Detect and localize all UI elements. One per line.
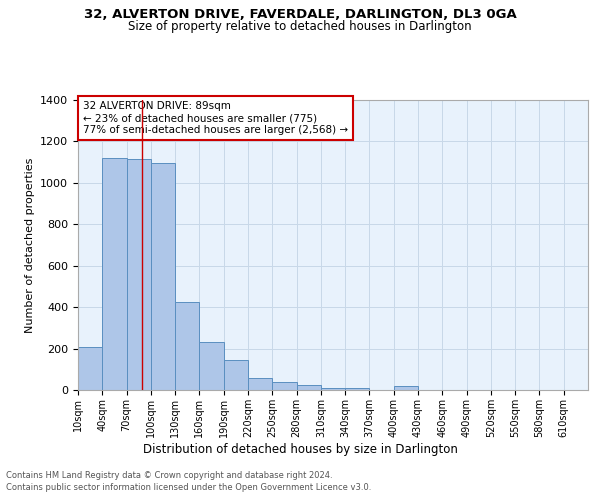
Text: 32, ALVERTON DRIVE, FAVERDALE, DARLINGTON, DL3 0GA: 32, ALVERTON DRIVE, FAVERDALE, DARLINGTO… (83, 8, 517, 20)
Text: Size of property relative to detached houses in Darlington: Size of property relative to detached ho… (128, 20, 472, 33)
Text: Distribution of detached houses by size in Darlington: Distribution of detached houses by size … (143, 442, 457, 456)
Bar (102, 158, 127, 390)
Text: Contains public sector information licensed under the Open Government Licence v3: Contains public sector information licen… (6, 484, 371, 492)
Text: 32 ALVERTON DRIVE: 89sqm
← 23% of detached houses are smaller (775)
77% of semi-: 32 ALVERTON DRIVE: 89sqm ← 23% of detach… (83, 102, 348, 134)
Bar (272, 382, 296, 390)
Bar (151, 163, 175, 390)
Bar (78, 346, 102, 390)
Bar (127, 159, 151, 390)
Bar (248, 378, 272, 390)
Bar (175, 302, 199, 390)
Bar (224, 360, 248, 390)
Bar (321, 388, 345, 390)
Bar (296, 385, 321, 390)
Bar (394, 386, 418, 390)
Bar (345, 388, 370, 390)
Y-axis label: Number of detached properties: Number of detached properties (25, 158, 35, 332)
Text: Contains HM Land Registry data © Crown copyright and database right 2024.: Contains HM Land Registry data © Crown c… (6, 471, 332, 480)
Bar (199, 342, 224, 390)
